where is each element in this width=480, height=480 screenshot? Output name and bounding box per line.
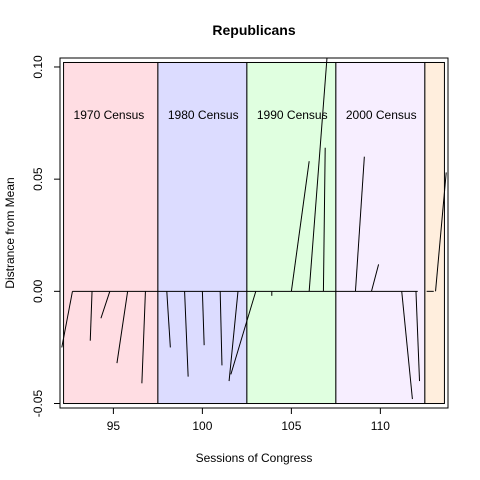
y-axis: -0.05 0.00 0.05 0.10: [31, 55, 61, 418]
census-band-1: [63, 61, 159, 405]
data-segment-3: [100, 291, 111, 319]
x-tick-label: 110: [371, 419, 390, 433]
data-segment-17: [370, 264, 380, 292]
data-segment-10: [228, 291, 239, 382]
data-segment-8: [201, 291, 205, 346]
y-tick-label: 0.05: [31, 167, 45, 191]
data-segment-11: [230, 291, 257, 375]
census-bands: [63, 61, 445, 405]
y-tick-label: 0.10: [31, 55, 45, 79]
data-segment-13: [290, 161, 310, 292]
data-segment-7: [184, 291, 189, 377]
census-label-1: 1970 Census: [74, 108, 145, 122]
x-tick-label: 105: [281, 419, 301, 433]
x-axis: 95 100 105 110: [107, 407, 390, 433]
census-label-4: 2000 Census: [346, 108, 417, 122]
census-band-3: [246, 61, 337, 405]
data-segment-16: [354, 156, 365, 292]
chart-title: Republicans: [212, 22, 295, 38]
data-segment-18: [401, 291, 413, 400]
data-segment-6: [166, 291, 171, 348]
data-segment-20: [435, 172, 447, 292]
data-segment-9: [219, 291, 223, 366]
y-tick-label: 0.00: [31, 279, 45, 303]
census-band-4: [335, 61, 426, 405]
y-axis-label: Distrance from Mean: [3, 177, 17, 288]
census-band-5: [424, 61, 445, 405]
data-segment-19: [415, 291, 421, 382]
x-axis-label: Sessions of Congress: [196, 451, 313, 465]
x-tick-label: 100: [192, 419, 212, 433]
census-label-3: 1990 Census: [257, 108, 328, 122]
x-tick-label: 95: [107, 419, 121, 433]
census-labels: 1970 Census 1980 Census 1990 Census 2000 Ce…: [74, 108, 417, 122]
data-segment-4: [116, 291, 129, 364]
data-segment-2: [89, 291, 93, 341]
data-segment-14: [308, 57, 328, 292]
data-segment-15: [322, 147, 326, 292]
data-segment-5: [141, 291, 146, 384]
data-segment-1: [61, 291, 73, 348]
data-segments: [61, 57, 447, 400]
y-tick-label: -0.05: [31, 390, 45, 418]
census-label-2: 1980 Census: [168, 108, 239, 122]
